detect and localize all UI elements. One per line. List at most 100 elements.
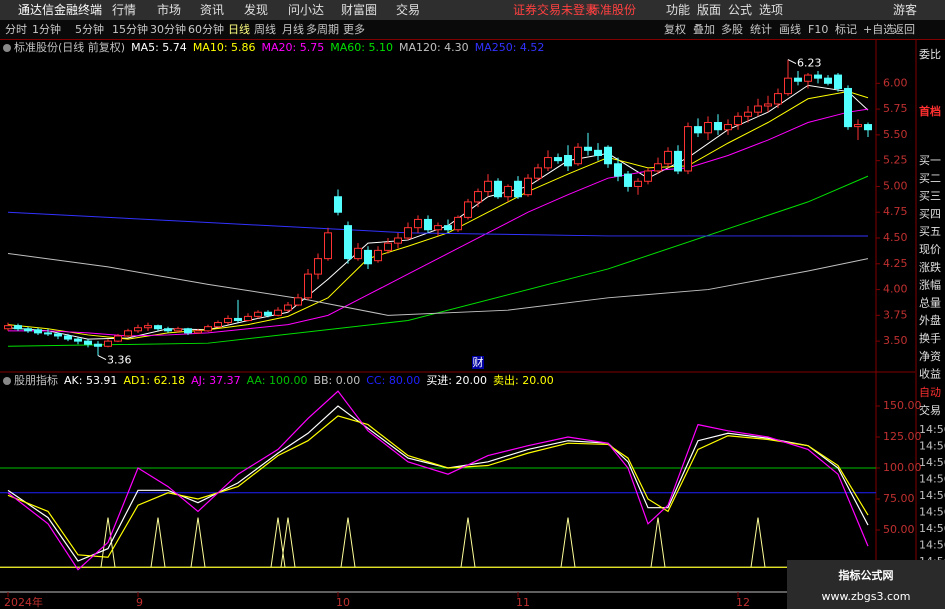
menu-item[interactable]: 市场 [157,3,182,17]
toolbar-action[interactable]: 复权 [664,23,686,36]
indicator-line [8,108,869,337]
candle-body [484,180,492,193]
candle-body [244,315,252,321]
legend-entry: MA250: 4.52 [475,41,545,54]
candle-body [124,330,132,337]
sidebar-field: 涨跌 [919,260,941,274]
menu-item[interactable]: 交易 [396,3,421,17]
chart-area: 6.00 5.75 5.50 5.25 5.00 4.75 4.50 4.25 4.00 3.75… [0,40,945,609]
x-tick-label: 2024年 [4,595,43,609]
menu-right[interactable]: 版面 [697,3,722,17]
candle-body [434,225,442,231]
period-tab[interactable]: 5分钟 [75,23,104,36]
toolbar-action[interactable]: 多股 [721,23,743,36]
candle-body [714,122,722,131]
extreme-pointer [97,355,107,361]
candle-body [574,146,582,165]
candle-body [864,124,872,131]
candle-body [104,340,112,347]
candle-body [804,74,812,82]
legend-entry: CC: 80.00 [366,374,420,387]
toolbar-action[interactable]: 叠加 [693,23,715,36]
candle-body [784,77,792,95]
toolbar: 分时 1分钟 5分钟 15分钟 30分钟 60分钟 日线 周线 月线 多周期 更多 复权 叠加 多股 统计画… [0,20,945,40]
candle-body [164,328,172,332]
legend-entry: AD1: 62.18 [123,374,185,387]
watermark-box [787,560,945,609]
menu-right[interactable]: 游客 [893,3,918,17]
y-tick-label: 4.50 [883,231,908,244]
candle-body [284,304,292,311]
sidebar-head: 首档 [919,104,941,118]
menu-item[interactable]: 资讯 [200,3,225,17]
candle-body [184,328,192,334]
legend-entry: MA120: 4.30 [399,41,469,54]
menu-item[interactable]: 发现 [244,3,269,17]
period-tab[interactable]: 多周期 [306,23,339,36]
toolbar-action[interactable]: 统计 [750,23,772,36]
login-status: 证券交易未登录 [513,3,598,17]
candle-body [364,249,372,265]
candle-body [134,327,142,332]
period-tab[interactable]: 30分钟 [150,23,186,36]
y-tick-label: 5.25 [883,154,908,167]
y-tick-label: 4.25 [883,257,908,270]
signal-spike [650,517,666,568]
period-tab[interactable]: 更多 [343,23,365,36]
candle-body [264,311,272,316]
menu-item[interactable]: 问小达 [288,3,325,17]
candle-body [344,225,352,260]
menu-item[interactable]: 财富圈 [341,3,378,17]
event-label: 财 [473,355,484,369]
sidebar-time: 14:56 [919,440,945,453]
candle-body [294,297,302,306]
period-tab[interactable]: 1分钟 [32,23,61,36]
x-tick-label: 9 [136,596,143,609]
signal-spike [270,517,286,568]
period-tab[interactable]: 月线 [282,23,304,36]
y-tick-label: 100.00 [883,461,922,474]
toolbar-action[interactable]: 画线 [779,23,801,36]
watermark-url: www.zbgs3.com [822,590,911,603]
x-tick-label: 11 [516,596,530,609]
brand: 通达信金融终端 [18,3,103,17]
period-tab[interactable]: 日线 [228,23,250,36]
toolbar-action[interactable]: 返回 [893,23,915,36]
candle-body [514,180,522,198]
legend-entry: MA5: 5.74 [131,41,187,54]
menu-right[interactable]: 公式 [728,3,753,17]
period-tab[interactable]: 周线 [254,23,276,36]
indicator-line [7,405,869,562]
candle-body [224,317,232,324]
sidebar-time: 14:56 [919,456,945,469]
signal-spike [750,517,766,568]
sidebar-field: 净资 [919,349,941,363]
toolbar-action[interactable]: +自选 [863,23,895,36]
sidebar-field: 买四 [919,207,941,220]
sidebar-field: 买一 [919,154,941,167]
candle-body [604,146,612,165]
toolbar-action[interactable]: 标记 [835,23,857,36]
menu-right[interactable]: 选项 [759,3,784,17]
candle-body [594,149,602,156]
period-tab[interactable]: 60分钟 [188,23,224,36]
candle-body [414,218,422,229]
period-tab[interactable]: 15分钟 [112,23,148,36]
y-tick-label: 5.50 [883,128,908,141]
candle-body [824,77,832,84]
legend-entry: 卖出: 20.00 [493,373,554,387]
candle-body [254,311,262,317]
menu-right[interactable]: 功能 [666,3,691,17]
candle-body [694,126,702,134]
period-tab[interactable]: 分时 [5,23,27,36]
candle-body [14,325,22,330]
candle-body [584,146,592,151]
sidebar-field: 换手 [919,331,941,345]
candle-body [834,74,842,89]
candle-body [524,177,532,196]
signal-spike [460,517,476,568]
toolbar-action[interactable]: F10 [808,23,829,36]
menu-item[interactable]: 行情 [112,3,137,17]
candle-body [554,157,562,162]
